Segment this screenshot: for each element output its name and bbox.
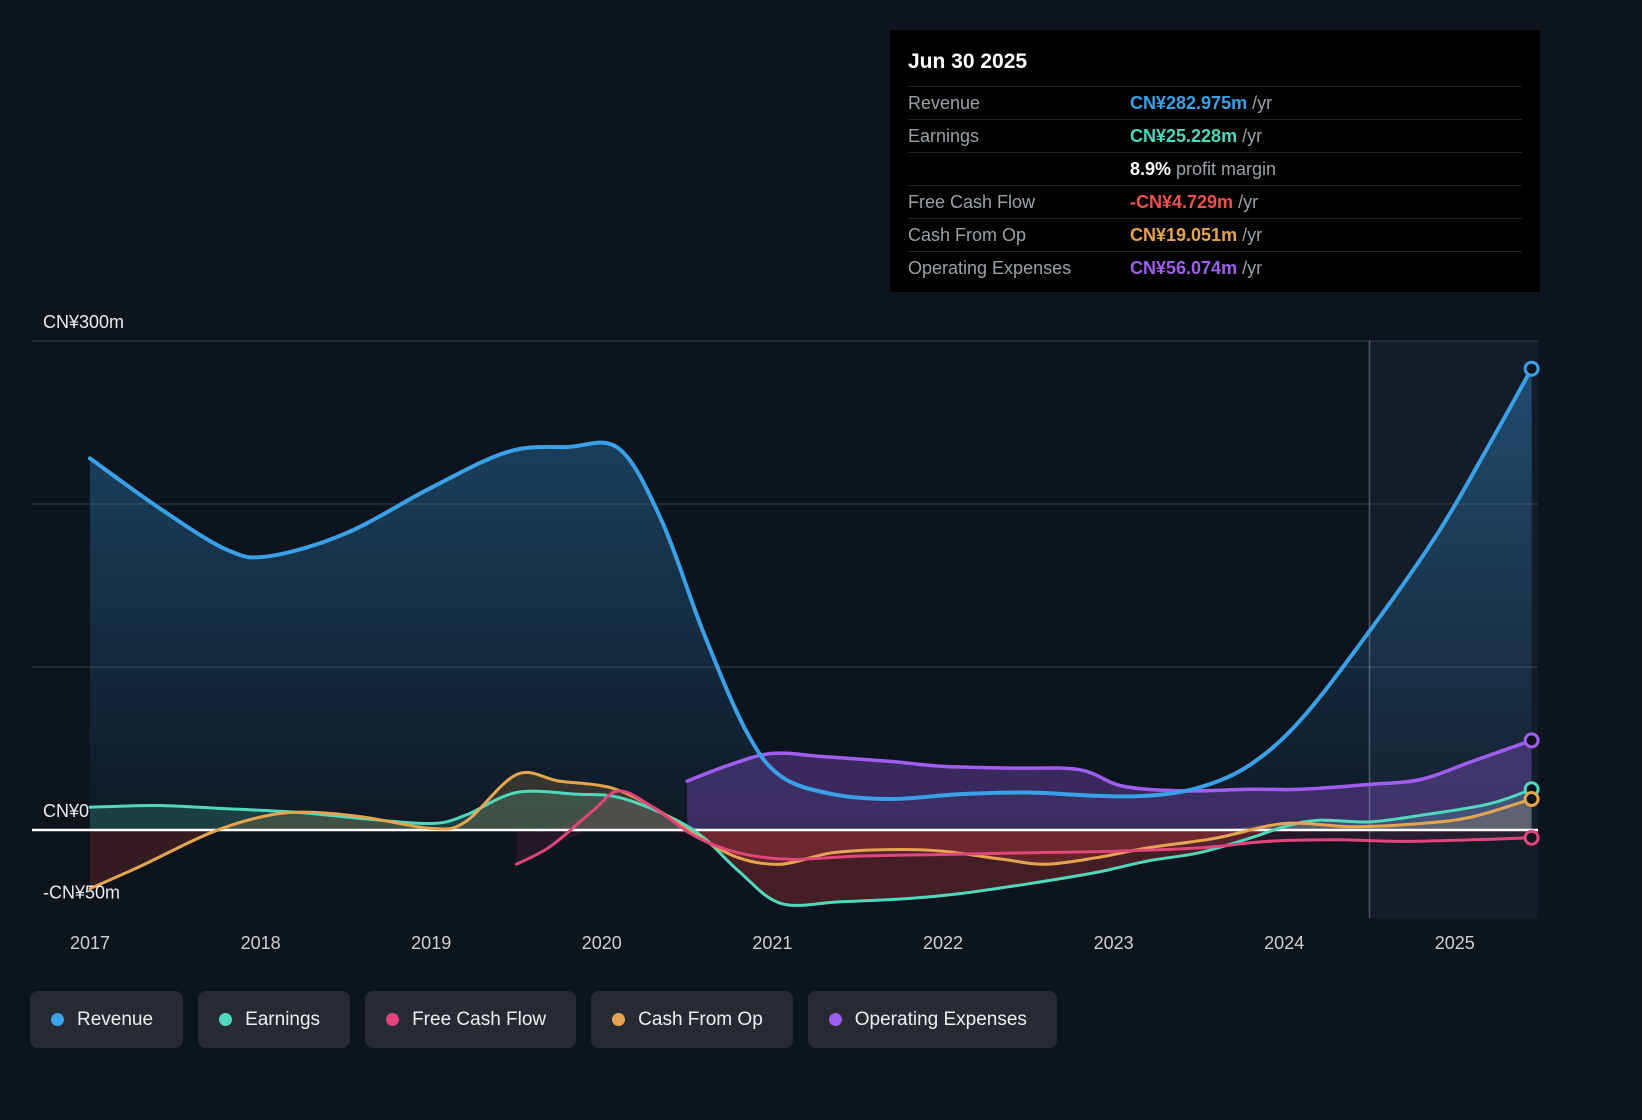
tooltip-value: CN¥56.074m	[1130, 257, 1238, 278]
tooltip-label: Free Cash Flow	[908, 191, 1036, 212]
legend-free-cash-flow-dot	[386, 1013, 400, 1026]
svg-text:2021: 2021	[752, 933, 792, 953]
tooltip-label: Earnings	[908, 125, 980, 146]
tooltip-value: 8.9%	[1130, 158, 1172, 179]
tooltip-row-revenue: Revenue CN¥282.975m /yr	[908, 86, 1522, 119]
legend-revenue[interactable]: Revenue	[30, 991, 184, 1048]
tooltip-value: CN¥19.051m	[1130, 224, 1238, 245]
tooltip-value: CN¥25.228m	[1130, 125, 1238, 146]
legend-free-cash-flow-label: Free Cash Flow	[412, 1008, 547, 1030]
svg-text:2024: 2024	[1264, 933, 1304, 953]
svg-text:2018: 2018	[241, 933, 281, 953]
tooltip-row-profit-margin: 8.9% profit margin	[908, 152, 1522, 185]
legend-cash-from-op-dot	[612, 1013, 626, 1026]
legend-earnings-label: Earnings	[245, 1008, 321, 1030]
legend-operating-expenses[interactable]: Operating Expenses	[807, 991, 1057, 1048]
legend-earnings-dot	[219, 1013, 233, 1026]
svg-text:2022: 2022	[923, 933, 963, 953]
svg-text:2023: 2023	[1094, 933, 1134, 953]
legend-revenue-label: Revenue	[77, 1008, 154, 1030]
legend-operating-expenses-label: Operating Expenses	[854, 1008, 1027, 1030]
svg-text:CN¥0: CN¥0	[43, 801, 89, 821]
tooltip-suffix: /yr	[1237, 125, 1263, 146]
svg-text:-CN¥50m: -CN¥50m	[43, 883, 120, 903]
tooltip-date: Jun 30 2025	[908, 50, 1028, 73]
tooltip-value: CN¥282.975m	[1130, 92, 1248, 113]
svg-text:2025: 2025	[1435, 933, 1475, 953]
svg-text:2020: 2020	[582, 933, 622, 953]
tooltip-suffix: /yr	[1247, 92, 1273, 113]
legend-cash-from-op[interactable]: Cash From Op	[591, 991, 793, 1048]
legend-operating-expenses-dot	[828, 1013, 842, 1026]
legend-earnings[interactable]: Earnings	[198, 991, 351, 1048]
legend-free-cash-flow[interactable]: Free Cash Flow	[365, 991, 577, 1048]
tooltip-suffix: /yr	[1237, 257, 1263, 278]
tooltip-label: Operating Expenses	[908, 257, 1072, 278]
legend-revenue-dot	[51, 1013, 64, 1026]
tooltip-row-operating-expenses: Operating Expenses CN¥56.074m /yr	[908, 251, 1522, 284]
svg-text:CN¥300m: CN¥300m	[43, 312, 124, 332]
chart-legend: Revenue Earnings Free Cash Flow Cash Fro…	[30, 991, 1057, 1048]
tooltip-suffix: /yr	[1237, 224, 1263, 245]
chart-tooltip: Jun 30 2025 Revenue CN¥282.975m /yr Earn…	[890, 30, 1540, 292]
tooltip-label: Cash From Op	[908, 224, 1027, 245]
tooltip-label: Revenue	[908, 92, 981, 113]
tooltip-suffix: profit margin	[1171, 158, 1277, 179]
tooltip-row-cash-from-op: Cash From Op CN¥19.051m /yr	[908, 218, 1522, 251]
tooltip-row-earnings: Earnings CN¥25.228m /yr	[908, 119, 1522, 152]
legend-cash-from-op-label: Cash From Op	[638, 1008, 763, 1030]
tooltip-suffix: /yr	[1233, 191, 1259, 212]
tooltip-value: -CN¥4.729m	[1130, 191, 1234, 212]
tooltip-row-free-cash-flow: Free Cash Flow -CN¥4.729m /yr	[908, 185, 1522, 218]
svg-text:2019: 2019	[411, 933, 451, 953]
svg-text:2017: 2017	[70, 933, 110, 953]
